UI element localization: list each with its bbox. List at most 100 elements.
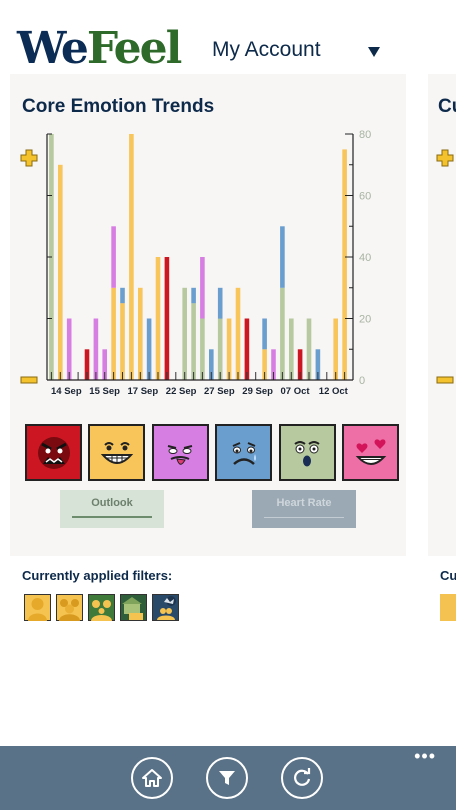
filter-icon-peek — [440, 594, 456, 621]
outlook-tab-label: Outlook — [91, 497, 133, 509]
next-card-peek[interactable]: Cu — [428, 74, 456, 556]
chart-bar-silly — [111, 226, 116, 288]
chart-bar-angry — [84, 349, 90, 381]
chart-bar-sad — [191, 287, 196, 304]
chart-bar-angry — [164, 257, 170, 380]
next-card-title: Cu — [438, 96, 456, 117]
angry-face-button[interactable] — [25, 424, 82, 481]
chart-bar-angry — [297, 349, 303, 381]
surprised-face-button[interactable] — [278, 424, 336, 481]
chart-bar-silly — [66, 318, 72, 380]
happy-face-icon — [100, 441, 134, 464]
chart-bar-angry — [244, 318, 250, 380]
outlook-tab-button[interactable]: Outlook — [60, 490, 164, 528]
love-face-icon — [355, 438, 386, 465]
my-account-label[interactable]: My Account — [212, 38, 321, 61]
bars-layer — [49, 134, 347, 381]
angry-face-icon — [37, 436, 70, 469]
group-filter-icon[interactable] — [56, 594, 83, 621]
surprised-face-icon — [294, 440, 320, 466]
heart-rate-tab-label: Heart Rate — [276, 497, 332, 509]
chevron-down-icon[interactable] — [366, 44, 382, 60]
chart-bar-outlook — [306, 318, 312, 380]
chart-bar-outlook — [289, 318, 294, 380]
emotion-bar-chart: 0 20 40 60 80 14 Sep 15 Sep 17 Sep 22 Sep 27 Sep 2… — [46, 129, 371, 397]
chart-bar-happy — [333, 318, 338, 380]
chart-bar-silly — [271, 349, 276, 381]
chart-bar-happy — [235, 287, 241, 381]
outlook-tab-underline — [72, 516, 152, 518]
chart-bar-sad — [315, 349, 321, 381]
home-filter-icon[interactable] — [120, 594, 147, 621]
x-tick-label: 17 Sep — [128, 386, 159, 397]
app-header: WeFeel My Account — [0, 0, 456, 74]
chart-bar-silly — [102, 349, 107, 381]
chart-bar-happy — [58, 164, 63, 381]
chart-bar-outlook — [191, 303, 196, 380]
x-tick-label: 12 Oct — [319, 386, 349, 397]
chart-bar-happy — [120, 303, 125, 380]
y-tick-label: 0 — [359, 375, 365, 387]
chart-bar-sad — [146, 318, 152, 380]
zoom-in-icon[interactable] — [20, 149, 38, 167]
chart-bar-outlook — [182, 287, 187, 381]
chart-bar-silly — [93, 318, 99, 380]
app-logo: WeFeel — [17, 23, 183, 74]
chart-bar-happy — [129, 134, 134, 380]
x-tick-label: 27 Sep — [204, 386, 235, 397]
chart-bar-outlook — [200, 318, 205, 380]
home-button[interactable] — [131, 757, 173, 799]
chart-bar-sad — [280, 226, 285, 288]
emotion-trends-card: Core Emotion Trends 0 20 40 60 80 14 Sep 15 Se… — [10, 74, 406, 556]
person-filter-icon[interactable] — [24, 594, 51, 621]
x-tick-label: 29 Sep — [242, 386, 273, 397]
refresh-icon — [294, 768, 311, 786]
chart-bar-happy — [342, 149, 347, 380]
filters-label-peek: Cu — [440, 568, 456, 583]
chart-bar-sad — [262, 318, 267, 350]
family-filter-icon[interactable] — [88, 594, 115, 621]
chart-title: Core Emotion Trends — [22, 96, 215, 117]
filter-icon — [219, 771, 235, 785]
zoom-out-icon — [436, 376, 454, 384]
chart-bar-outlook — [217, 318, 223, 380]
chart-bar-silly — [200, 257, 205, 319]
love-face-button[interactable] — [342, 424, 399, 481]
more-options-button[interactable]: ••• — [414, 746, 436, 766]
logo-we: We — [17, 23, 89, 74]
chart-bar-happy — [226, 318, 232, 380]
chart-bar-happy — [155, 257, 161, 380]
x-tick-label: 07 Oct — [281, 386, 311, 397]
chart-bar-sad — [120, 287, 125, 304]
zoom-out-icon[interactable] — [20, 376, 38, 384]
y-tick-label: 80 — [359, 129, 371, 141]
heart-rate-tab-underline — [264, 517, 344, 518]
chart-bar-sad — [217, 287, 223, 319]
sad-face-button[interactable] — [215, 424, 273, 481]
x-tick-label: 22 Sep — [166, 386, 197, 397]
y-tick-label: 20 — [359, 314, 371, 326]
axis-layer: 0 20 40 60 80 14 Sep 15 Sep 17 Sep 22 Sep 27 Sep 2… — [46, 129, 371, 397]
home-icon — [142, 769, 162, 787]
filters-label: Currently applied filters: — [22, 568, 173, 583]
chart-bar-happy — [138, 287, 143, 381]
silly-face-icon — [168, 444, 193, 465]
chart-bar-sad — [209, 349, 214, 381]
y-tick-label: 60 — [359, 191, 371, 203]
filter-button[interactable] — [206, 757, 248, 799]
happy-face-button[interactable] — [88, 424, 146, 481]
refresh-button[interactable] — [281, 757, 323, 799]
x-tick-label: 15 Sep — [89, 386, 120, 397]
silly-face-button[interactable] — [151, 424, 209, 481]
logo-feel: Feel — [86, 23, 183, 74]
chart-bar-happy — [111, 287, 116, 381]
chart-bar-outlook — [280, 287, 285, 381]
sad-face-icon — [232, 441, 256, 465]
y-tick-label: 40 — [359, 252, 371, 264]
zoom-in-icon — [436, 149, 454, 167]
chart-bar-happy — [262, 349, 267, 381]
app-bar: ••• — [0, 746, 456, 810]
heart-rate-tab-button[interactable]: Heart Rate — [252, 490, 356, 528]
x-tick-label: 14 Sep — [51, 386, 82, 397]
outdoors-filter-icon[interactable] — [152, 594, 179, 621]
